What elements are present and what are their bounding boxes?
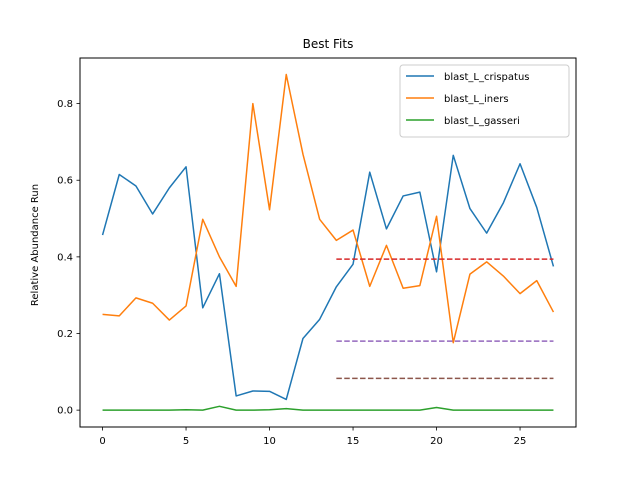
series-line-blast-l-iners (102, 73, 555, 344)
axes-frame (79, 57, 577, 428)
legend-label-blast-l-gasseri: blast_L_gasseri (444, 116, 520, 127)
legend-box (399, 64, 570, 138)
legend-label-blast-l-iners: blast_L_iners (444, 94, 509, 105)
series-line-blast-l-gasseri (102, 405, 554, 411)
y-tick-label: 0.4 (57, 252, 73, 263)
x-tick-label: 15 (347, 436, 360, 447)
x-tick-label: 20 (430, 436, 443, 447)
y-tick-label: 0.0 (57, 406, 73, 417)
y-axis-ticks: 0.0 0.2 0.4 0.6 0.8 (57, 99, 80, 417)
chart-title: Best Fits (303, 37, 354, 51)
y-tick-label: 0.8 (57, 99, 73, 110)
y-axis-label: Relative Abundance Run (30, 184, 41, 306)
y-tick-label: 0.2 (57, 329, 73, 340)
x-tick-label: 0 (99, 436, 105, 447)
plot-area (101, 73, 555, 411)
x-tick-label: 5 (183, 436, 189, 447)
x-axis-ticks: 0 5 10 15 20 25 (99, 427, 526, 447)
legend: blast_L_crispatus blast_L_iners blast_L_ga… (399, 64, 570, 138)
legend-label-blast-l-crispatus: blast_L_crispatus (444, 72, 530, 83)
series-line-blast-l-crispatus (101, 154, 555, 401)
y-tick-label: 0.6 (57, 176, 73, 187)
x-tick-label: 25 (514, 436, 527, 447)
x-tick-label: 10 (263, 436, 276, 447)
